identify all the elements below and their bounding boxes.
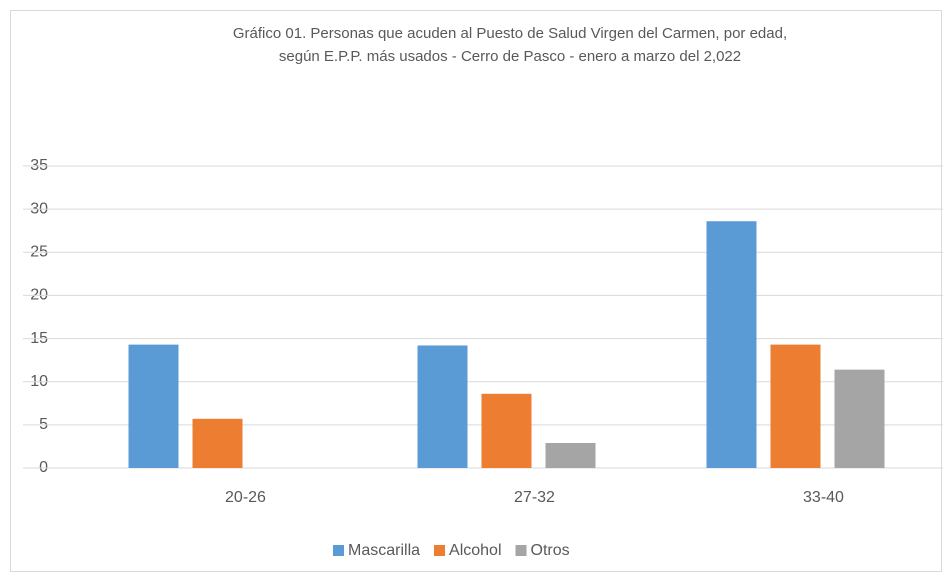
chart-title: Gráfico 01. Personas que acuden al Puest… (233, 25, 787, 42)
legend-label: Alcohol (449, 542, 501, 559)
legend-swatch (515, 545, 527, 556)
chart-title: según E.P.P. más usados - Cerro de Pasco… (279, 48, 741, 65)
bar (706, 221, 757, 468)
chart-frame (10, 10, 942, 572)
bar (192, 418, 243, 468)
x-tick-label: 33-40 (803, 489, 844, 506)
legend-swatch (333, 545, 344, 556)
bar (481, 393, 532, 468)
bar (545, 442, 596, 468)
x-tick-label: 27-32 (514, 489, 555, 506)
x-tick-label: 20-26 (225, 489, 266, 506)
legend-swatch (434, 545, 446, 556)
bar (770, 344, 821, 468)
bar (128, 344, 179, 468)
legend-label: Mascarilla (348, 542, 420, 559)
legend-label: Otros (531, 542, 570, 559)
bar (417, 345, 468, 468)
bar (834, 369, 885, 468)
